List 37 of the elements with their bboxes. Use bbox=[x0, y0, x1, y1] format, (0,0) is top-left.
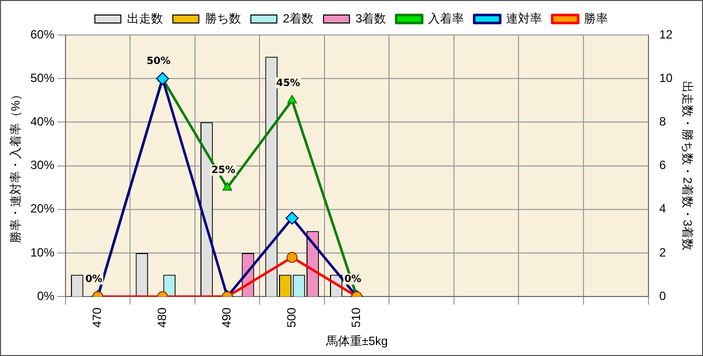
data-label: 0% bbox=[85, 274, 102, 286]
y2-tick-label: 12 bbox=[659, 27, 673, 42]
y-tick-label: 0% bbox=[37, 288, 55, 303]
y2-tick-label: 6 bbox=[659, 158, 666, 172]
y-tick-label: 30% bbox=[30, 158, 55, 172]
y2-tick-label: 8 bbox=[659, 114, 666, 129]
y-tick-label: 60% bbox=[30, 27, 55, 42]
y2-tick-label: 10 bbox=[659, 70, 673, 85]
legend-label: 入着率 bbox=[428, 11, 464, 26]
x-tick-label: 510 bbox=[349, 307, 364, 328]
point bbox=[156, 72, 170, 86]
data-label: 0% bbox=[344, 274, 362, 286]
data-label: 25% bbox=[211, 165, 236, 176]
y-tick-label: 40% bbox=[30, 114, 55, 129]
legend-label: 出走数 bbox=[126, 11, 163, 26]
legend-label: 連対率 bbox=[506, 11, 542, 26]
y2-tick-label: 2 bbox=[659, 245, 666, 260]
point bbox=[222, 182, 232, 191]
point bbox=[287, 94, 297, 104]
y2-tick-label: 4 bbox=[659, 202, 666, 216]
y-tick-label: 50% bbox=[30, 70, 55, 85]
legend-label: 勝ち数 bbox=[204, 11, 241, 26]
x-tick-label: 490 bbox=[220, 307, 234, 328]
legend-label: 3着数 bbox=[356, 11, 386, 26]
y2-tick-label: 0 bbox=[659, 288, 666, 303]
x-tick-label: 500 bbox=[284, 307, 298, 328]
y-axis-title: 勝率・連対率・入着率（%） bbox=[8, 88, 23, 244]
data-label: 50% bbox=[146, 56, 171, 68]
x-tick-label: 470 bbox=[90, 307, 104, 328]
legend-label: 2着数 bbox=[282, 11, 314, 26]
legend-label: 勝率 bbox=[584, 11, 608, 26]
y2-axis-title: 出走数・勝ち数・2着数・3着数 bbox=[680, 81, 694, 250]
y-tick-label: 20% bbox=[30, 202, 55, 216]
x-tick-label: 480 bbox=[154, 307, 169, 328]
x-axis-title: 馬体重±5kg bbox=[324, 334, 388, 348]
data-label: 45% bbox=[276, 78, 300, 89]
y-tick-label: 10% bbox=[30, 245, 55, 260]
